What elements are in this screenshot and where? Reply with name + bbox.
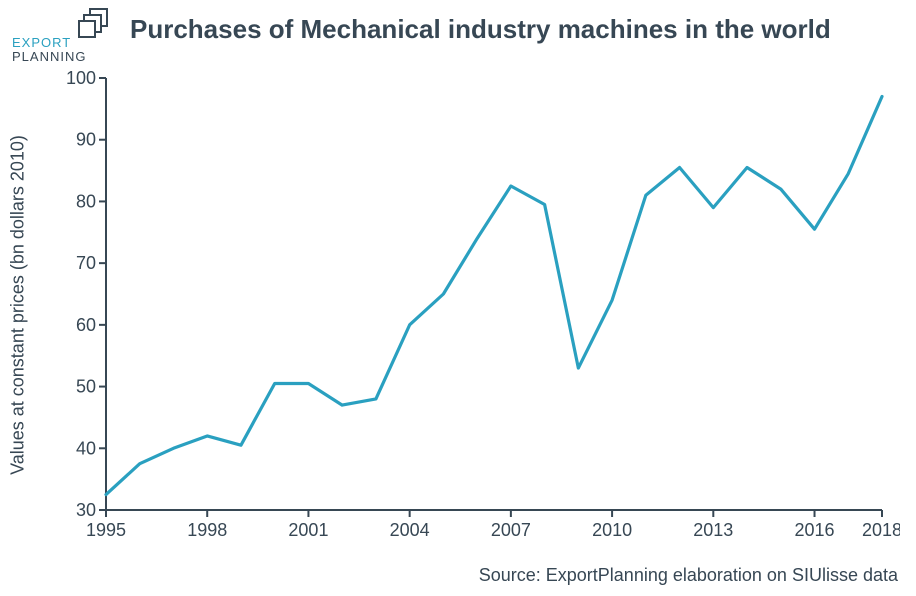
chart-area: Values at constant prices (bn dollars 20… <box>30 60 900 550</box>
y-tick-label: 90 <box>76 130 96 150</box>
x-tick-label: 2007 <box>491 520 531 540</box>
y-tick-label: 50 <box>76 377 96 397</box>
source-attribution: Source: ExportPlanning elaboration on SI… <box>479 565 898 586</box>
y-tick-label: 70 <box>76 253 96 273</box>
data-line <box>106 97 882 495</box>
x-tick-label: 1995 <box>86 520 126 540</box>
y-axis-label: Values at constant prices (bn dollars 20… <box>8 135 29 475</box>
x-tick-label: 2016 <box>794 520 834 540</box>
y-tick-label: 80 <box>76 191 96 211</box>
x-tick-label: 1998 <box>187 520 227 540</box>
y-tick-label: 40 <box>76 438 96 458</box>
axes <box>106 78 882 510</box>
line-chart-svg: 30 40 50 60 70 80 90 100 1995 1998 2001 2004 2007 201… <box>64 60 900 550</box>
x-tick-label: 2018 <box>862 520 900 540</box>
chart-title: Purchases of Mechanical industry machine… <box>130 14 831 45</box>
x-tick-label: 2001 <box>288 520 328 540</box>
x-tick-label: 2013 <box>693 520 733 540</box>
logo-word-export: EXPORT <box>12 35 71 50</box>
y-tick-label: 60 <box>76 315 96 335</box>
y-tick-label: 30 <box>76 500 96 520</box>
y-tick-label: 100 <box>66 68 96 88</box>
logo-icon <box>78 8 112 38</box>
x-tick-label: 2004 <box>390 520 430 540</box>
x-tick-label: 2010 <box>592 520 632 540</box>
